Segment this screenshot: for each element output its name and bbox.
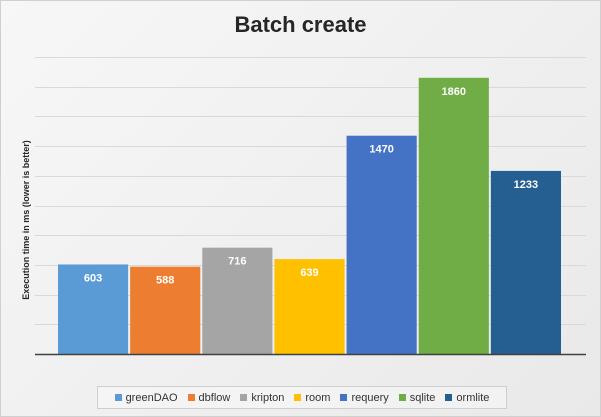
legend-item-sqlite: sqlite bbox=[398, 391, 436, 404]
legend: greenDAO dbflow kripton room requery sqlite or… bbox=[97, 386, 507, 409]
legend-swatch bbox=[398, 394, 406, 401]
legend-label: kripton bbox=[251, 391, 285, 404]
data-label-kripton: 716 bbox=[228, 256, 246, 268]
legend-label: dbflow bbox=[198, 391, 231, 404]
legend-label: sqlite bbox=[409, 391, 436, 404]
legend-swatch bbox=[114, 394, 122, 401]
legend-swatch bbox=[294, 394, 302, 401]
data-label-sqlite: 1860 bbox=[442, 86, 466, 98]
legend-item-requery: requery bbox=[340, 391, 389, 404]
bar-room bbox=[274, 259, 345, 354]
bar-sqlite bbox=[418, 77, 489, 354]
legend-item-greenDAO: greenDAO bbox=[114, 391, 178, 404]
bar-requery bbox=[346, 135, 417, 354]
data-label-requery: 1470 bbox=[369, 144, 393, 156]
legend-label: room bbox=[305, 391, 331, 404]
legend-item-dbflow: dbflow bbox=[187, 391, 231, 404]
data-label-room: 639 bbox=[300, 267, 318, 279]
bar-ormlite bbox=[490, 170, 561, 354]
legend-label: requery bbox=[351, 391, 389, 404]
data-label-dbflow: 588 bbox=[156, 275, 174, 287]
legend-swatch bbox=[445, 394, 453, 401]
data-label-greenDAO: 603 bbox=[84, 272, 102, 284]
bar-dbflow bbox=[130, 266, 201, 354]
legend-label: ormlite bbox=[456, 391, 490, 404]
legend-swatch bbox=[187, 394, 195, 401]
chart-title: Batch create bbox=[234, 12, 367, 37]
legend-swatch bbox=[340, 394, 348, 401]
legend-item-room: room bbox=[294, 392, 330, 404]
legend-label: greenDAO bbox=[125, 391, 178, 404]
bar-kripton bbox=[202, 247, 273, 354]
legend-item-ormlite: ormlite bbox=[445, 392, 489, 404]
bar-greenDAO bbox=[58, 264, 129, 354]
data-label-ormlite: 1233 bbox=[514, 179, 538, 191]
legend-swatch bbox=[240, 394, 248, 401]
legend-item-kripton: kripton bbox=[240, 392, 284, 404]
